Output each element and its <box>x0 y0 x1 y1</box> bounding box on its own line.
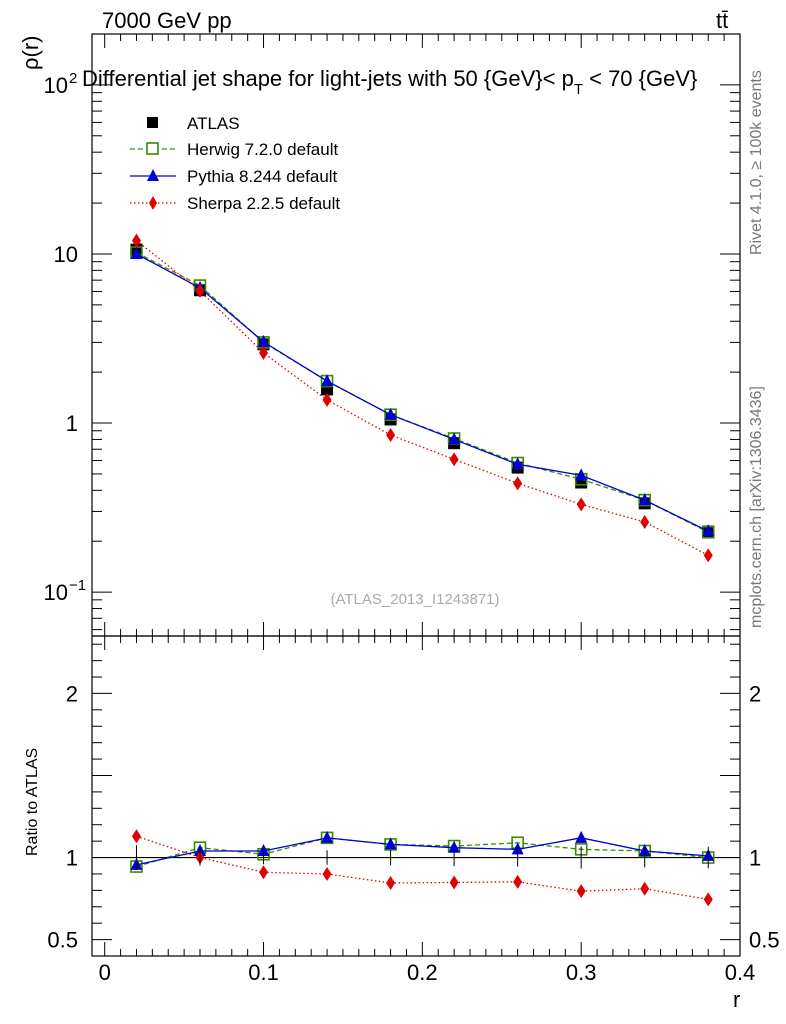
legend-entry-sherpa: Sherpa 2.2.5 default <box>130 194 340 213</box>
pythia-point <box>511 457 524 470</box>
sherpa-ratio-point <box>386 875 396 890</box>
sherpa-point <box>640 514 650 529</box>
sherpa-ratio-point <box>576 884 586 899</box>
herwig-line <box>136 251 709 533</box>
y-tick-exponent: 2 <box>69 70 77 87</box>
sherpa-point <box>131 233 141 248</box>
y-tick-label: 10 <box>54 242 78 267</box>
ratio-tick-label-right: 0.5 <box>749 928 780 953</box>
ratio-tick-label-right: 2 <box>749 681 761 706</box>
x-axis-label: r <box>733 987 740 1012</box>
legend-label-pythia: Pythia 8.244 default <box>187 167 338 186</box>
sherpa-ratio-point <box>513 874 523 889</box>
rivet-label: Rivet 4.1.0, ≥ 100k events <box>748 70 765 255</box>
pythia-point <box>257 334 270 347</box>
ratio-y-axis-label: Ratio to ATLAS <box>24 748 41 856</box>
main-plot-area <box>130 233 715 563</box>
legend-marker-atlas <box>147 117 158 128</box>
ratio-plot-frame <box>91 635 741 957</box>
sherpa-ratio-point <box>322 866 332 881</box>
chart-title-tail: < 70 {GeV} <box>583 66 697 91</box>
x-tick-label: 0 <box>99 960 111 985</box>
pythia-ratio-point <box>257 843 270 856</box>
ratio-tick-label-left: 0.5 <box>47 928 78 953</box>
analysis-label: (ATLAS_2013_I1243871) <box>330 591 499 608</box>
sherpa-ratio-point <box>640 881 650 896</box>
y-tick-exponent: −1 <box>69 577 86 594</box>
sherpa-point <box>386 427 396 442</box>
pythia-point <box>130 246 143 259</box>
sherpa-point <box>195 283 205 298</box>
legend-label-atlas: ATLAS <box>187 114 240 133</box>
sherpa-point <box>449 452 459 467</box>
x-tick-label: 0.3 <box>566 960 597 985</box>
chart-title: Differential jet shape for light-jets wi… <box>82 66 697 98</box>
pythia-point <box>321 374 334 387</box>
pythia-ratio-point <box>511 842 524 855</box>
pythia-ratio-point <box>575 830 588 843</box>
sherpa-ratio-point <box>259 865 269 880</box>
sherpa-point <box>322 392 332 407</box>
mcplots-label: mcplots.cern.ch [arXiv:1306.3436] <box>748 386 765 628</box>
x-tick-label: 0.4 <box>725 960 756 985</box>
chart-title-subscript: T <box>574 81 583 98</box>
sherpa-point <box>259 345 269 360</box>
legend: ATLAS Herwig 7.2.0 default Pythia 8.244 … <box>130 114 340 213</box>
ratio-tick-label-left: 1 <box>66 846 78 871</box>
ratio-plot-area <box>92 829 740 907</box>
pythia-point <box>448 432 461 445</box>
pythia-ratio-point <box>384 837 397 850</box>
pythia-line <box>136 253 709 532</box>
pythia-ratio-point <box>448 840 461 853</box>
legend-label-herwig: Herwig 7.2.0 default <box>187 140 338 159</box>
legend-marker-sherpa <box>149 196 157 210</box>
sherpa-point <box>513 476 523 491</box>
y-tick-label: 10 <box>44 580 68 605</box>
sherpa-ratio-point <box>131 829 141 844</box>
x-tick-label: 0.1 <box>248 960 279 985</box>
y-tick-label: 10 <box>44 73 68 98</box>
y-tick-label: 1 <box>66 411 78 436</box>
energy-label: 7000 GeV pp <box>102 8 232 33</box>
legend-entry-pythia: Pythia 8.244 default <box>130 167 338 186</box>
legend-entry-atlas: ATLAS <box>147 114 240 133</box>
sherpa-point <box>703 548 713 563</box>
pythia-point <box>702 524 715 537</box>
x-tick-label: 0.2 <box>407 960 438 985</box>
legend-marker-pythia <box>147 169 159 181</box>
legend-marker-herwig <box>146 142 159 155</box>
ratio-tick-label-left: 2 <box>66 681 78 706</box>
process-label: tt̄ <box>716 8 728 33</box>
pythia-ratio-line <box>136 837 709 866</box>
ratio-tick-label-right: 1 <box>749 846 761 871</box>
herwig-ratio-line <box>136 837 709 868</box>
y-axis-label: ρ(r) <box>18 36 43 71</box>
chart-title-main: Differential jet shape for light-jets wi… <box>82 66 574 91</box>
sherpa-ratio-point <box>703 892 713 907</box>
sherpa-point <box>576 497 586 512</box>
pythia-point <box>638 493 651 506</box>
pythia-point <box>384 407 397 420</box>
sherpa-line <box>136 240 709 556</box>
sherpa-ratio-point <box>449 875 459 890</box>
legend-label-sherpa: Sherpa 2.2.5 default <box>187 194 340 213</box>
pythia-point <box>575 468 588 481</box>
pythia-ratio-point <box>321 830 334 843</box>
legend-entry-herwig: Herwig 7.2.0 default <box>130 140 338 159</box>
